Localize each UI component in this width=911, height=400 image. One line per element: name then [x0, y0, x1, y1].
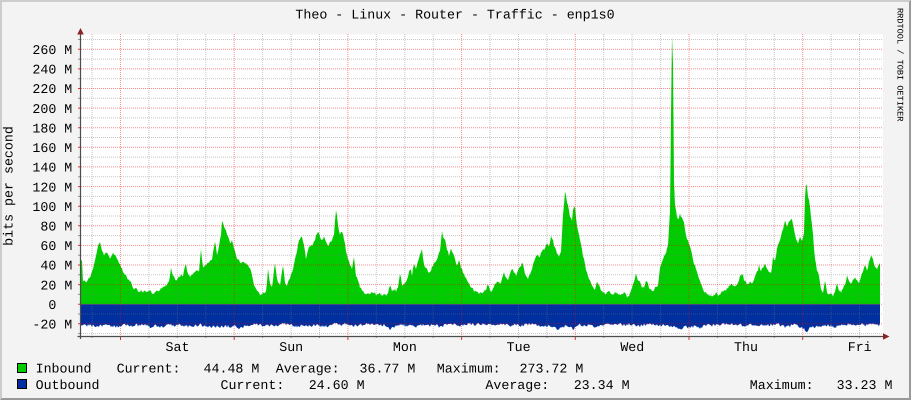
svg-text:Current:: Current: — [221, 378, 285, 393]
svg-text:Theo - Linux - Router - Traffi: Theo - Linux - Router - Traffic - enp1s0 — [295, 8, 614, 23]
svg-text:240 M: 240 M — [32, 63, 72, 78]
svg-text:33.23 M: 33.23 M — [837, 378, 893, 393]
svg-text:40 M: 40 M — [40, 259, 72, 274]
svg-text:-20 M: -20 M — [32, 318, 72, 333]
svg-text:20 M: 20 M — [40, 278, 72, 293]
svg-text:80 M: 80 M — [40, 220, 72, 235]
svg-text:36.77 M: 36.77 M — [360, 362, 416, 377]
svg-text:Thu: Thu — [734, 340, 758, 355]
svg-text:120 M: 120 M — [32, 180, 72, 195]
svg-text:140 M: 140 M — [32, 161, 72, 176]
svg-text:Average:: Average: — [276, 362, 340, 377]
svg-text:260 M: 260 M — [32, 43, 72, 58]
svg-text:Outbound: Outbound — [36, 378, 100, 393]
svg-text:0: 0 — [48, 298, 56, 313]
svg-text:Inbound: Inbound — [36, 362, 92, 377]
svg-text:Wed: Wed — [620, 340, 644, 355]
svg-text:Maximum:: Maximum: — [750, 378, 814, 393]
svg-text:Sun: Sun — [279, 340, 303, 355]
svg-text:Tue: Tue — [507, 340, 531, 355]
svg-text:RRDTOOL / TOBI OETIKER: RRDTOOL / TOBI OETIKER — [895, 8, 905, 121]
svg-text:44.48 M: 44.48 M — [204, 362, 260, 377]
svg-text:Sat: Sat — [166, 340, 190, 355]
svg-text:24.60 M: 24.60 M — [309, 378, 365, 393]
svg-text:Mon: Mon — [393, 340, 417, 355]
svg-text:200 M: 200 M — [32, 102, 72, 117]
svg-text:Average:: Average: — [485, 378, 549, 393]
svg-text:100 M: 100 M — [32, 200, 72, 215]
svg-text:Fri: Fri — [848, 340, 872, 355]
svg-text:bits per second: bits per second — [2, 126, 17, 246]
svg-text:180 M: 180 M — [32, 121, 72, 136]
svg-text:273.72 M: 273.72 M — [520, 362, 584, 377]
svg-text:160 M: 160 M — [32, 141, 72, 156]
svg-text:60 M: 60 M — [40, 239, 72, 254]
svg-text:Maximum:: Maximum: — [437, 362, 501, 377]
svg-text:Current:: Current: — [117, 362, 181, 377]
svg-text:220 M: 220 M — [32, 82, 72, 97]
svg-text:23.34 M: 23.34 M — [574, 378, 630, 393]
